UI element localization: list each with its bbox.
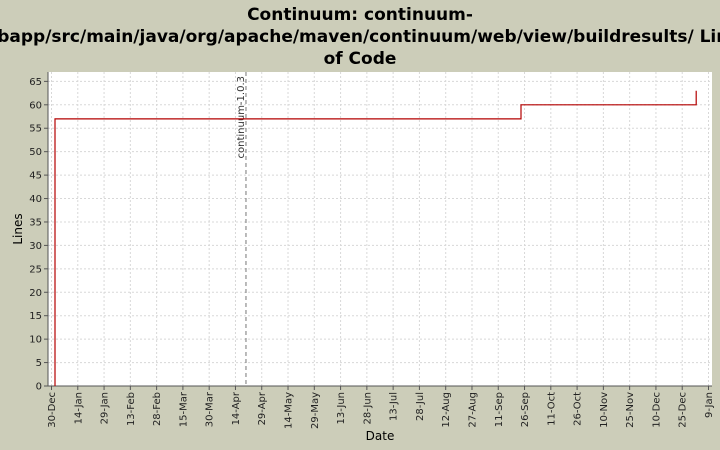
x-tick-label: 9-Jan xyxy=(704,392,715,418)
series xyxy=(54,90,697,387)
chart-title: Continuum: continuum-webapp/src/main/jav… xyxy=(0,5,720,69)
x-tick-label: 28-Feb xyxy=(152,392,163,426)
x-tick-label: 29-Apr xyxy=(257,391,268,425)
x-tick-label: 26-Oct xyxy=(573,392,584,426)
x-tick-label: 10-Dec xyxy=(651,392,662,428)
x-tick-label: 25-Nov xyxy=(625,392,636,428)
chart-title-line: webapp/src/main/java/org/apache/maven/co… xyxy=(0,27,720,47)
y-tick-label: 30 xyxy=(29,241,42,252)
x-tick-label: 25-Dec xyxy=(678,392,689,428)
x-tick-label: 11-Oct xyxy=(546,392,557,426)
plot-area xyxy=(48,72,712,386)
x-tick-label: 12-Aug xyxy=(441,392,452,428)
x-axis-label: Date xyxy=(366,429,395,443)
y-tick-label: 15 xyxy=(29,311,42,322)
x-tick-label: 10-Nov xyxy=(599,392,610,428)
x-tick-label: 28-Jun xyxy=(362,392,373,425)
release-marker-label: continuum-1.0.3 xyxy=(236,76,247,158)
x-tick-label: 15-Mar xyxy=(178,391,189,427)
y-tick-label: 45 xyxy=(29,171,42,182)
y-tick-label: 10 xyxy=(29,335,42,346)
y-tick-label: 0 xyxy=(36,382,42,393)
series-line xyxy=(54,90,697,386)
x-tick-label: 11-Sep xyxy=(494,392,505,427)
y-tick-label: 60 xyxy=(29,100,42,111)
x-tick-label: 14-Apr xyxy=(231,391,242,425)
x-axis: 30-Dec 14-Jan 29-Jan 13-Feb 28-Feb 15-Mar 30-M… xyxy=(47,385,715,429)
y-tick-label: 50 xyxy=(29,147,42,158)
y-tick-label: 40 xyxy=(29,194,42,205)
y-tick-label: 25 xyxy=(29,264,42,275)
y-axis: 0 5 10 15 20 25 30 35 40 45 50 55 60 65 xyxy=(29,72,49,393)
gridlines xyxy=(48,72,712,387)
y-tick-label: 5 xyxy=(36,358,42,369)
x-tick-label: 30-Mar xyxy=(205,391,216,427)
x-tick-label: 29-Jan xyxy=(100,392,111,424)
chart-title-line: of Code xyxy=(324,49,397,69)
y-tick-label: 35 xyxy=(29,217,42,228)
x-tick-label: 27-Aug xyxy=(467,392,478,428)
x-tick-label: 26-Sep xyxy=(520,392,531,427)
markers: continuum-1.0.3 xyxy=(236,72,247,386)
chart-title-line: Continuum: continuum- xyxy=(247,5,473,25)
x-tick-label: 30-Dec xyxy=(47,392,58,428)
x-tick-label: 29-May xyxy=(310,392,321,429)
x-tick-label: 13-Jul xyxy=(389,392,400,421)
y-tick-label: 55 xyxy=(29,124,42,135)
x-tick-label: 28-Jul xyxy=(415,392,426,421)
y-tick-label: 20 xyxy=(29,288,42,299)
x-tick-label: 14-May xyxy=(284,392,295,429)
y-tick-label: 65 xyxy=(29,77,42,88)
x-tick-label: 13-Feb xyxy=(126,392,137,426)
x-tick-label: 14-Jan xyxy=(73,392,84,424)
x-tick-label: 13-Jun xyxy=(336,392,347,425)
y-axis-label: Lines xyxy=(11,213,25,244)
